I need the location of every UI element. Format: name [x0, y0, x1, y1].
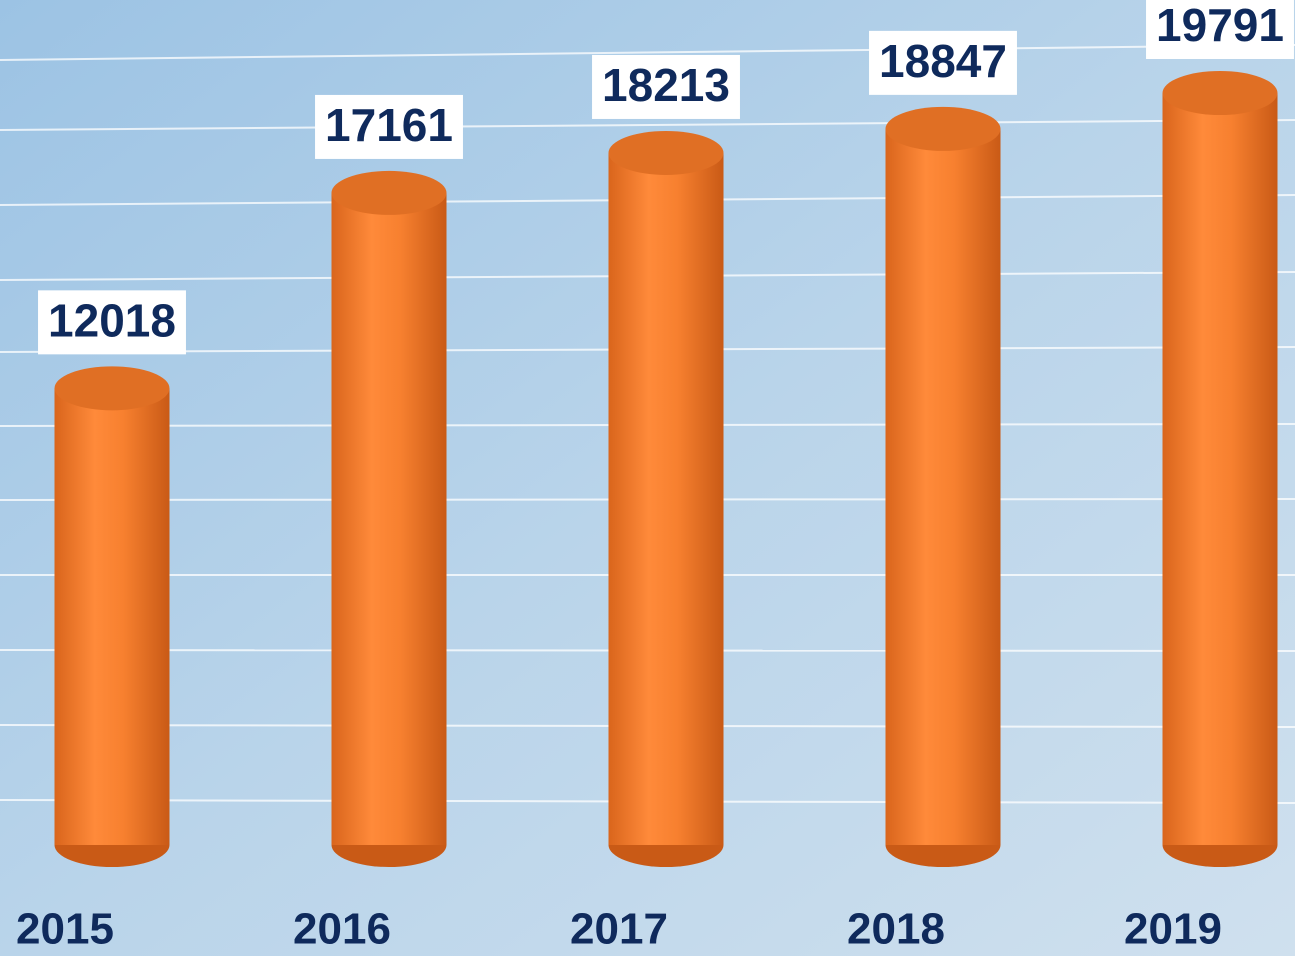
- bar: [54, 388, 170, 845]
- data-label-box: [869, 30, 1017, 95]
- x-tick-label: 2019: [1124, 905, 1222, 954]
- data-label-box: [592, 54, 740, 119]
- bar-top: [331, 170, 447, 215]
- data-label: 12018: [48, 295, 176, 347]
- grid-line: [0, 44, 1295, 61]
- data-label: 17161: [325, 99, 453, 151]
- x-tick-label: 2017: [570, 905, 668, 954]
- bar-top: [608, 130, 724, 175]
- data-label-box: [1146, 0, 1294, 59]
- bar: [331, 192, 447, 845]
- bar-top: [885, 106, 1001, 151]
- bar-top: [54, 366, 170, 411]
- data-label: 19791: [1156, 0, 1284, 51]
- data-label: 18213: [602, 59, 730, 111]
- bar: [1162, 93, 1278, 845]
- x-tick-label: 2018: [847, 905, 945, 954]
- data-label: 18847: [879, 35, 1007, 87]
- x-tick-label: 2016: [293, 905, 391, 954]
- bar: [885, 128, 1001, 845]
- bar: [608, 152, 724, 846]
- data-label-box: [38, 290, 186, 355]
- bar-top: [1162, 71, 1278, 115]
- data-label-box: [315, 94, 463, 159]
- grid-line: [0, 119, 1295, 131]
- x-tick-label: 2015: [16, 905, 114, 954]
